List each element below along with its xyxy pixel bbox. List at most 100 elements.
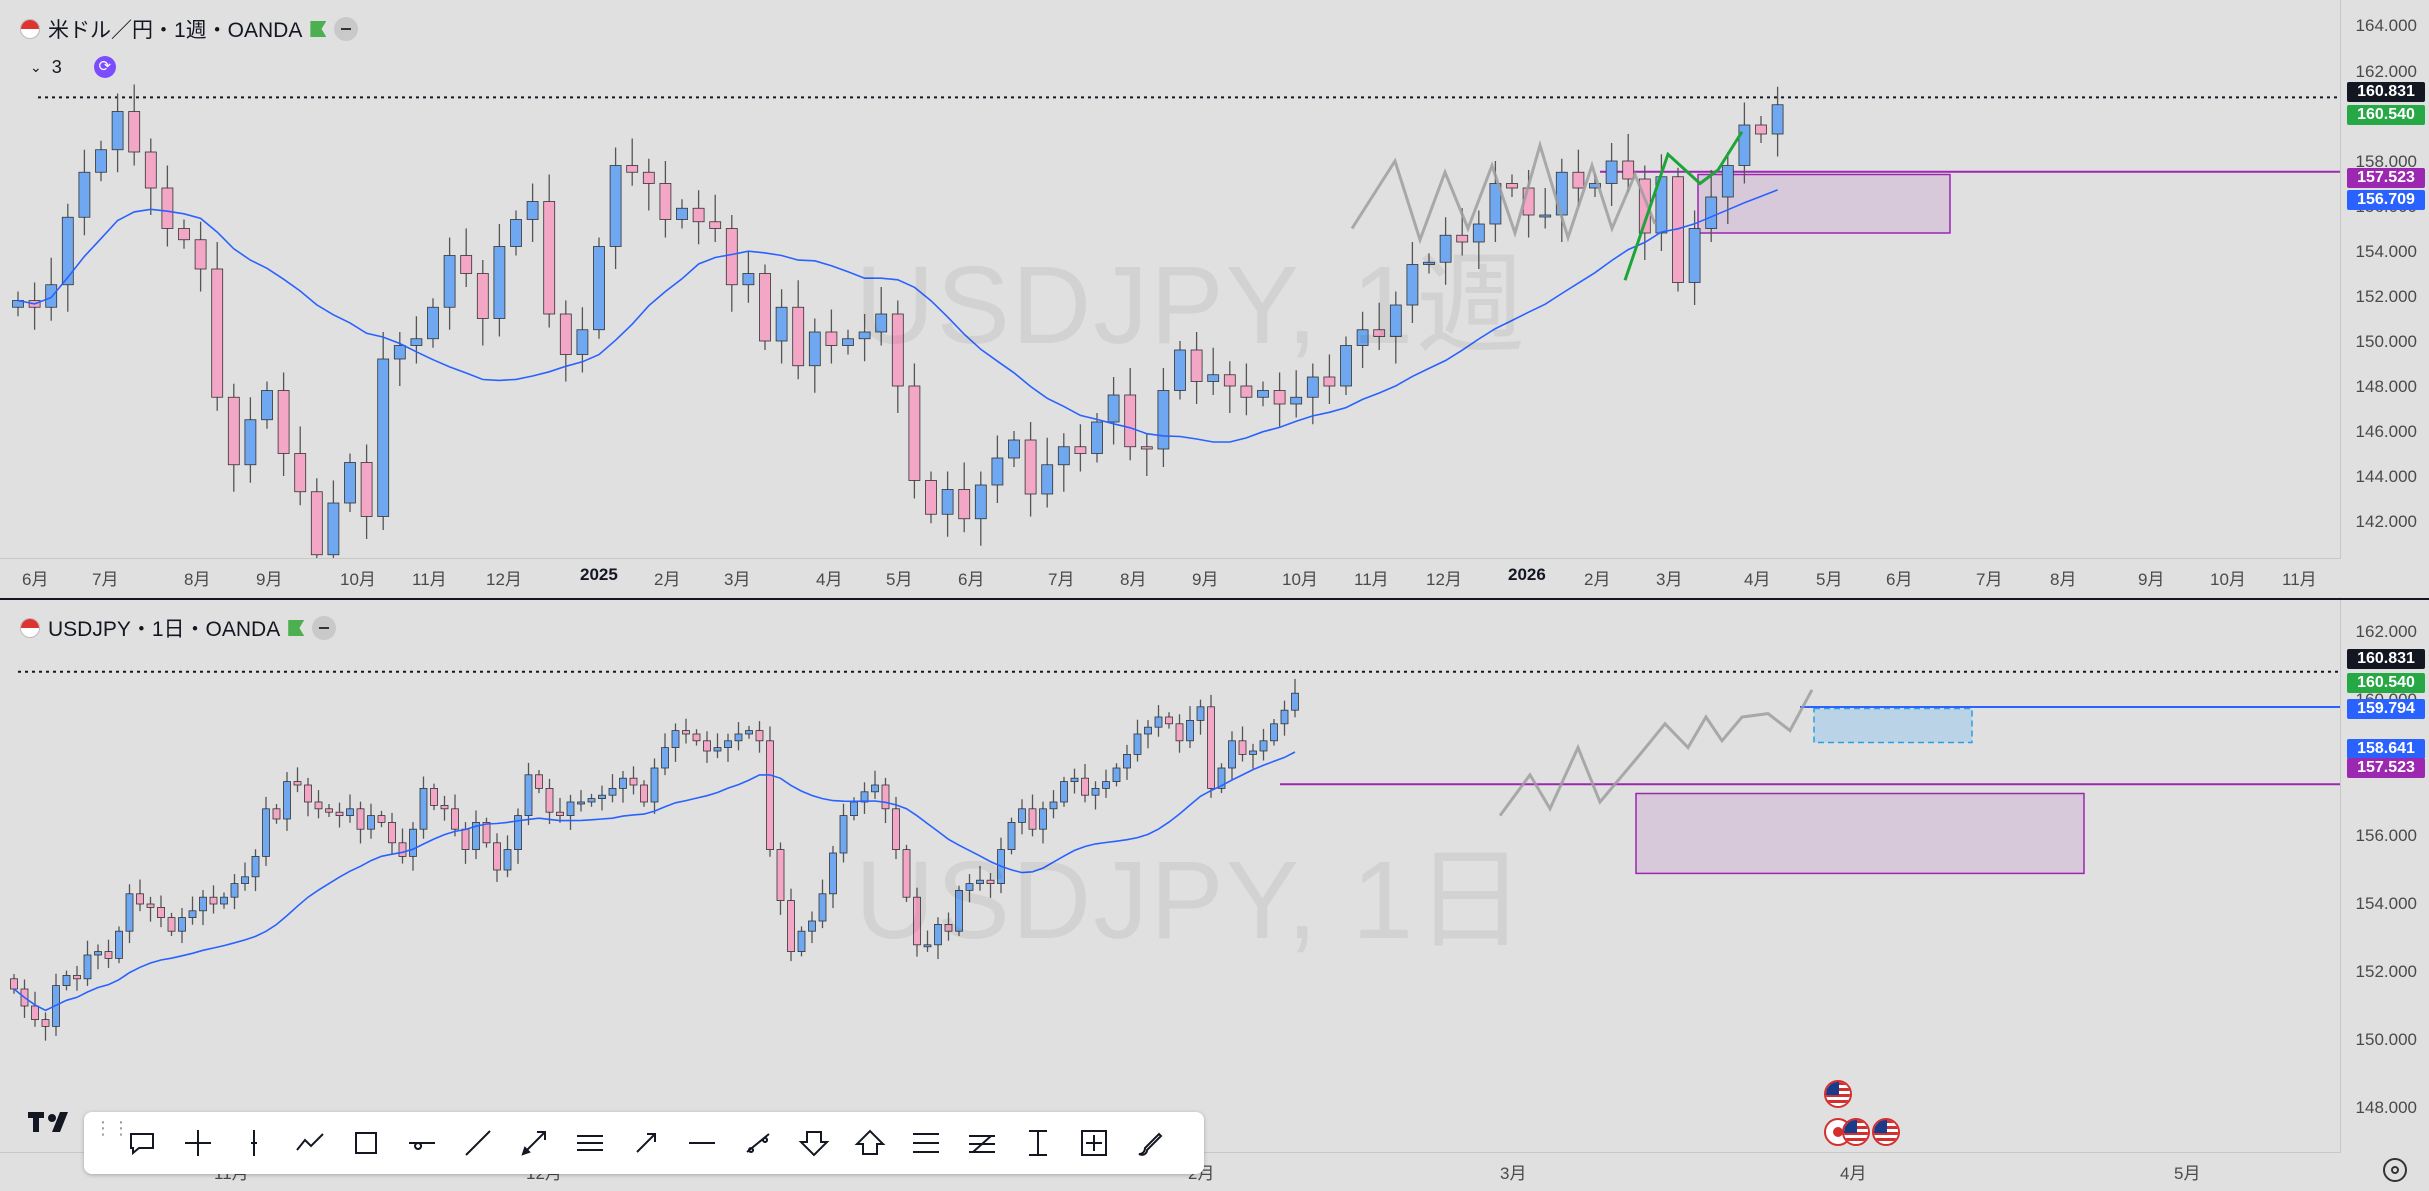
symbol-title[interactable]: USDJPY・1日・OANDA xyxy=(48,618,281,641)
price-tick-label: 144.000 xyxy=(2355,467,2417,486)
bearish-candle xyxy=(725,228,738,286)
bearish-candle xyxy=(902,849,911,898)
price-tick-label: 150.000 xyxy=(2355,332,2417,351)
bearish-candle xyxy=(128,111,141,153)
time-tick-label: 4月 xyxy=(1744,570,1771,589)
moving-average-line xyxy=(17,189,1778,443)
arrow-up-tool-button[interactable] xyxy=(842,1115,898,1171)
time-tick-label: 5月 xyxy=(1816,570,1843,589)
price-badge[interactable]: 156.709 xyxy=(2347,190,2425,210)
price-badge[interactable]: 160.540 xyxy=(2347,105,2425,125)
bullish-candle xyxy=(923,944,932,948)
date-price-range-tool-button[interactable] xyxy=(1066,1115,1122,1171)
symbol-legend[interactable]: 米ドル／円・1週・OANDA xyxy=(20,14,359,44)
bearish-candle xyxy=(892,808,900,851)
daily-chart-canvas[interactable] xyxy=(0,600,2341,1152)
rectangle-tool-button[interactable] xyxy=(338,1115,394,1171)
pane-separator[interactable] xyxy=(0,598,2429,601)
tradingview-logo[interactable] xyxy=(26,1106,78,1136)
bullish-candle xyxy=(199,896,207,912)
time-tick-label: 7月 xyxy=(1976,570,2003,589)
weekly-chart-pane[interactable]: USDJPY, 1週 米ドル／円・1週・OANDA ⌄ 3 ⟳ 164.000 1… xyxy=(0,0,2429,598)
settings-gear-icon[interactable] xyxy=(2383,1158,2407,1182)
bearish-candle xyxy=(881,784,890,810)
bearish-candle xyxy=(167,917,176,932)
price-range-tool-button[interactable] xyxy=(1010,1115,1066,1171)
bearish-candle xyxy=(460,255,473,274)
time-tick-label: 10月 xyxy=(340,570,376,589)
indicator-count: 3 xyxy=(51,56,62,77)
arrow-marker-tool-button[interactable] xyxy=(618,1115,674,1171)
indicator-legend[interactable]: ⌄ 3 ⟳ xyxy=(30,56,116,78)
path-tool-button[interactable] xyxy=(282,1115,338,1171)
price-badge[interactable]: 157.523 xyxy=(2347,168,2425,188)
arrow-icon xyxy=(521,1131,546,1156)
bearish-candle xyxy=(766,740,774,851)
bullish-candle xyxy=(1144,726,1152,735)
bearish-candle xyxy=(908,385,921,481)
arrow-down-tool-button[interactable] xyxy=(786,1115,842,1171)
bearish-candle xyxy=(1074,446,1087,454)
us-event-flag-icon[interactable] xyxy=(1824,1080,1852,1108)
bullish-candle xyxy=(1041,464,1054,495)
fib-retracement-icon xyxy=(913,1133,939,1153)
info-line-tool-button[interactable] xyxy=(730,1115,786,1171)
vertical-line-tool-button[interactable] xyxy=(226,1115,282,1171)
refresh-icon[interactable]: ⟳ xyxy=(93,56,116,78)
brush-tool-button[interactable] xyxy=(1122,1115,1178,1171)
trend-line-tool-button[interactable] xyxy=(450,1115,506,1171)
parallel-channel-tool-button[interactable] xyxy=(562,1115,618,1171)
bearish-candle xyxy=(451,808,459,830)
bearish-candle xyxy=(556,811,564,816)
bearish-candle xyxy=(559,313,572,355)
collapse-icon[interactable] xyxy=(334,17,359,41)
price-axis[interactable]: 162.000160.000158.000156.000154.000152.0… xyxy=(2340,600,2429,1190)
price-badge[interactable]: 159.794 xyxy=(2347,699,2425,719)
arrow-marker-icon xyxy=(636,1133,656,1153)
bullish-candle xyxy=(220,896,228,905)
fib-retracement-tool-button[interactable] xyxy=(898,1115,954,1171)
bullish-candle xyxy=(941,489,954,515)
price-badge[interactable]: 160.831 xyxy=(2347,82,2425,102)
comment-tool-button[interactable] xyxy=(114,1115,170,1171)
arrow-up-icon xyxy=(854,1129,886,1155)
symbol-title[interactable]: 米ドル／円・1週・OANDA xyxy=(48,19,303,42)
bullish-candle xyxy=(510,219,522,247)
drawing-toolbar[interactable]: ⋮⋮ xyxy=(84,1112,1204,1174)
price-badge[interactable]: 157.523 xyxy=(2347,758,2425,778)
price-badge[interactable]: 160.831 xyxy=(2347,649,2425,669)
crosshair-tool-button[interactable] xyxy=(170,1115,226,1171)
horizontal-line-tool-button[interactable] xyxy=(674,1115,730,1171)
collapse-icon[interactable] xyxy=(312,616,337,640)
price-tick-label: 152.000 xyxy=(2355,962,2417,981)
bullish-candle xyxy=(493,246,506,319)
daily-chart-pane[interactable]: USDJPY, 1日 USDJPY・1日・OANDA 162.000160.00… xyxy=(0,600,2429,1191)
bullish-candle xyxy=(577,801,585,805)
weekly-chart-canvas[interactable] xyxy=(0,0,2341,560)
price-tick-label: 142.000 xyxy=(2355,512,2417,531)
bearish-candle xyxy=(227,396,240,466)
price-axis[interactable]: 164.000162.000160.000158.000156.000154.0… xyxy=(2340,0,2429,598)
fib-channel-tool-button[interactable] xyxy=(954,1115,1010,1171)
drag-handle-icon[interactable]: ⋮⋮ xyxy=(94,1118,130,1138)
bullish-candle xyxy=(1123,753,1131,769)
flag-icon[interactable] xyxy=(288,620,305,636)
symbol-legend[interactable]: USDJPY・1日・OANDA xyxy=(20,613,337,643)
bullish-candle xyxy=(1039,808,1047,830)
us-event-flag-icon[interactable] xyxy=(1872,1118,1900,1146)
flag-icon[interactable] xyxy=(310,21,327,37)
bearish-candle xyxy=(787,900,795,953)
chevron-down-icon[interactable]: ⌄ xyxy=(30,58,42,75)
bullish-candle xyxy=(94,951,102,956)
bearish-candle xyxy=(1755,124,1767,135)
arrow-tool-button[interactable] xyxy=(506,1115,562,1171)
price-badge[interactable]: 160.540 xyxy=(2347,673,2425,693)
bullish-candle xyxy=(576,329,589,355)
time-axis[interactable]: 6月 7月 8月 9月 10月 11月 12月 2025 2月 3月 4月 5月 6月 7月 8月 9月 10月… xyxy=(0,558,2341,597)
us-event-flag-icon[interactable] xyxy=(1842,1118,1870,1146)
horizontal-ray-tool-button[interactable] xyxy=(394,1115,450,1171)
time-tick-label: 2025 xyxy=(580,565,618,584)
price-tick-label: 162.000 xyxy=(2355,62,2417,81)
info-line-icon xyxy=(746,1133,770,1153)
price-badge[interactable]: 158.641 xyxy=(2347,739,2425,759)
